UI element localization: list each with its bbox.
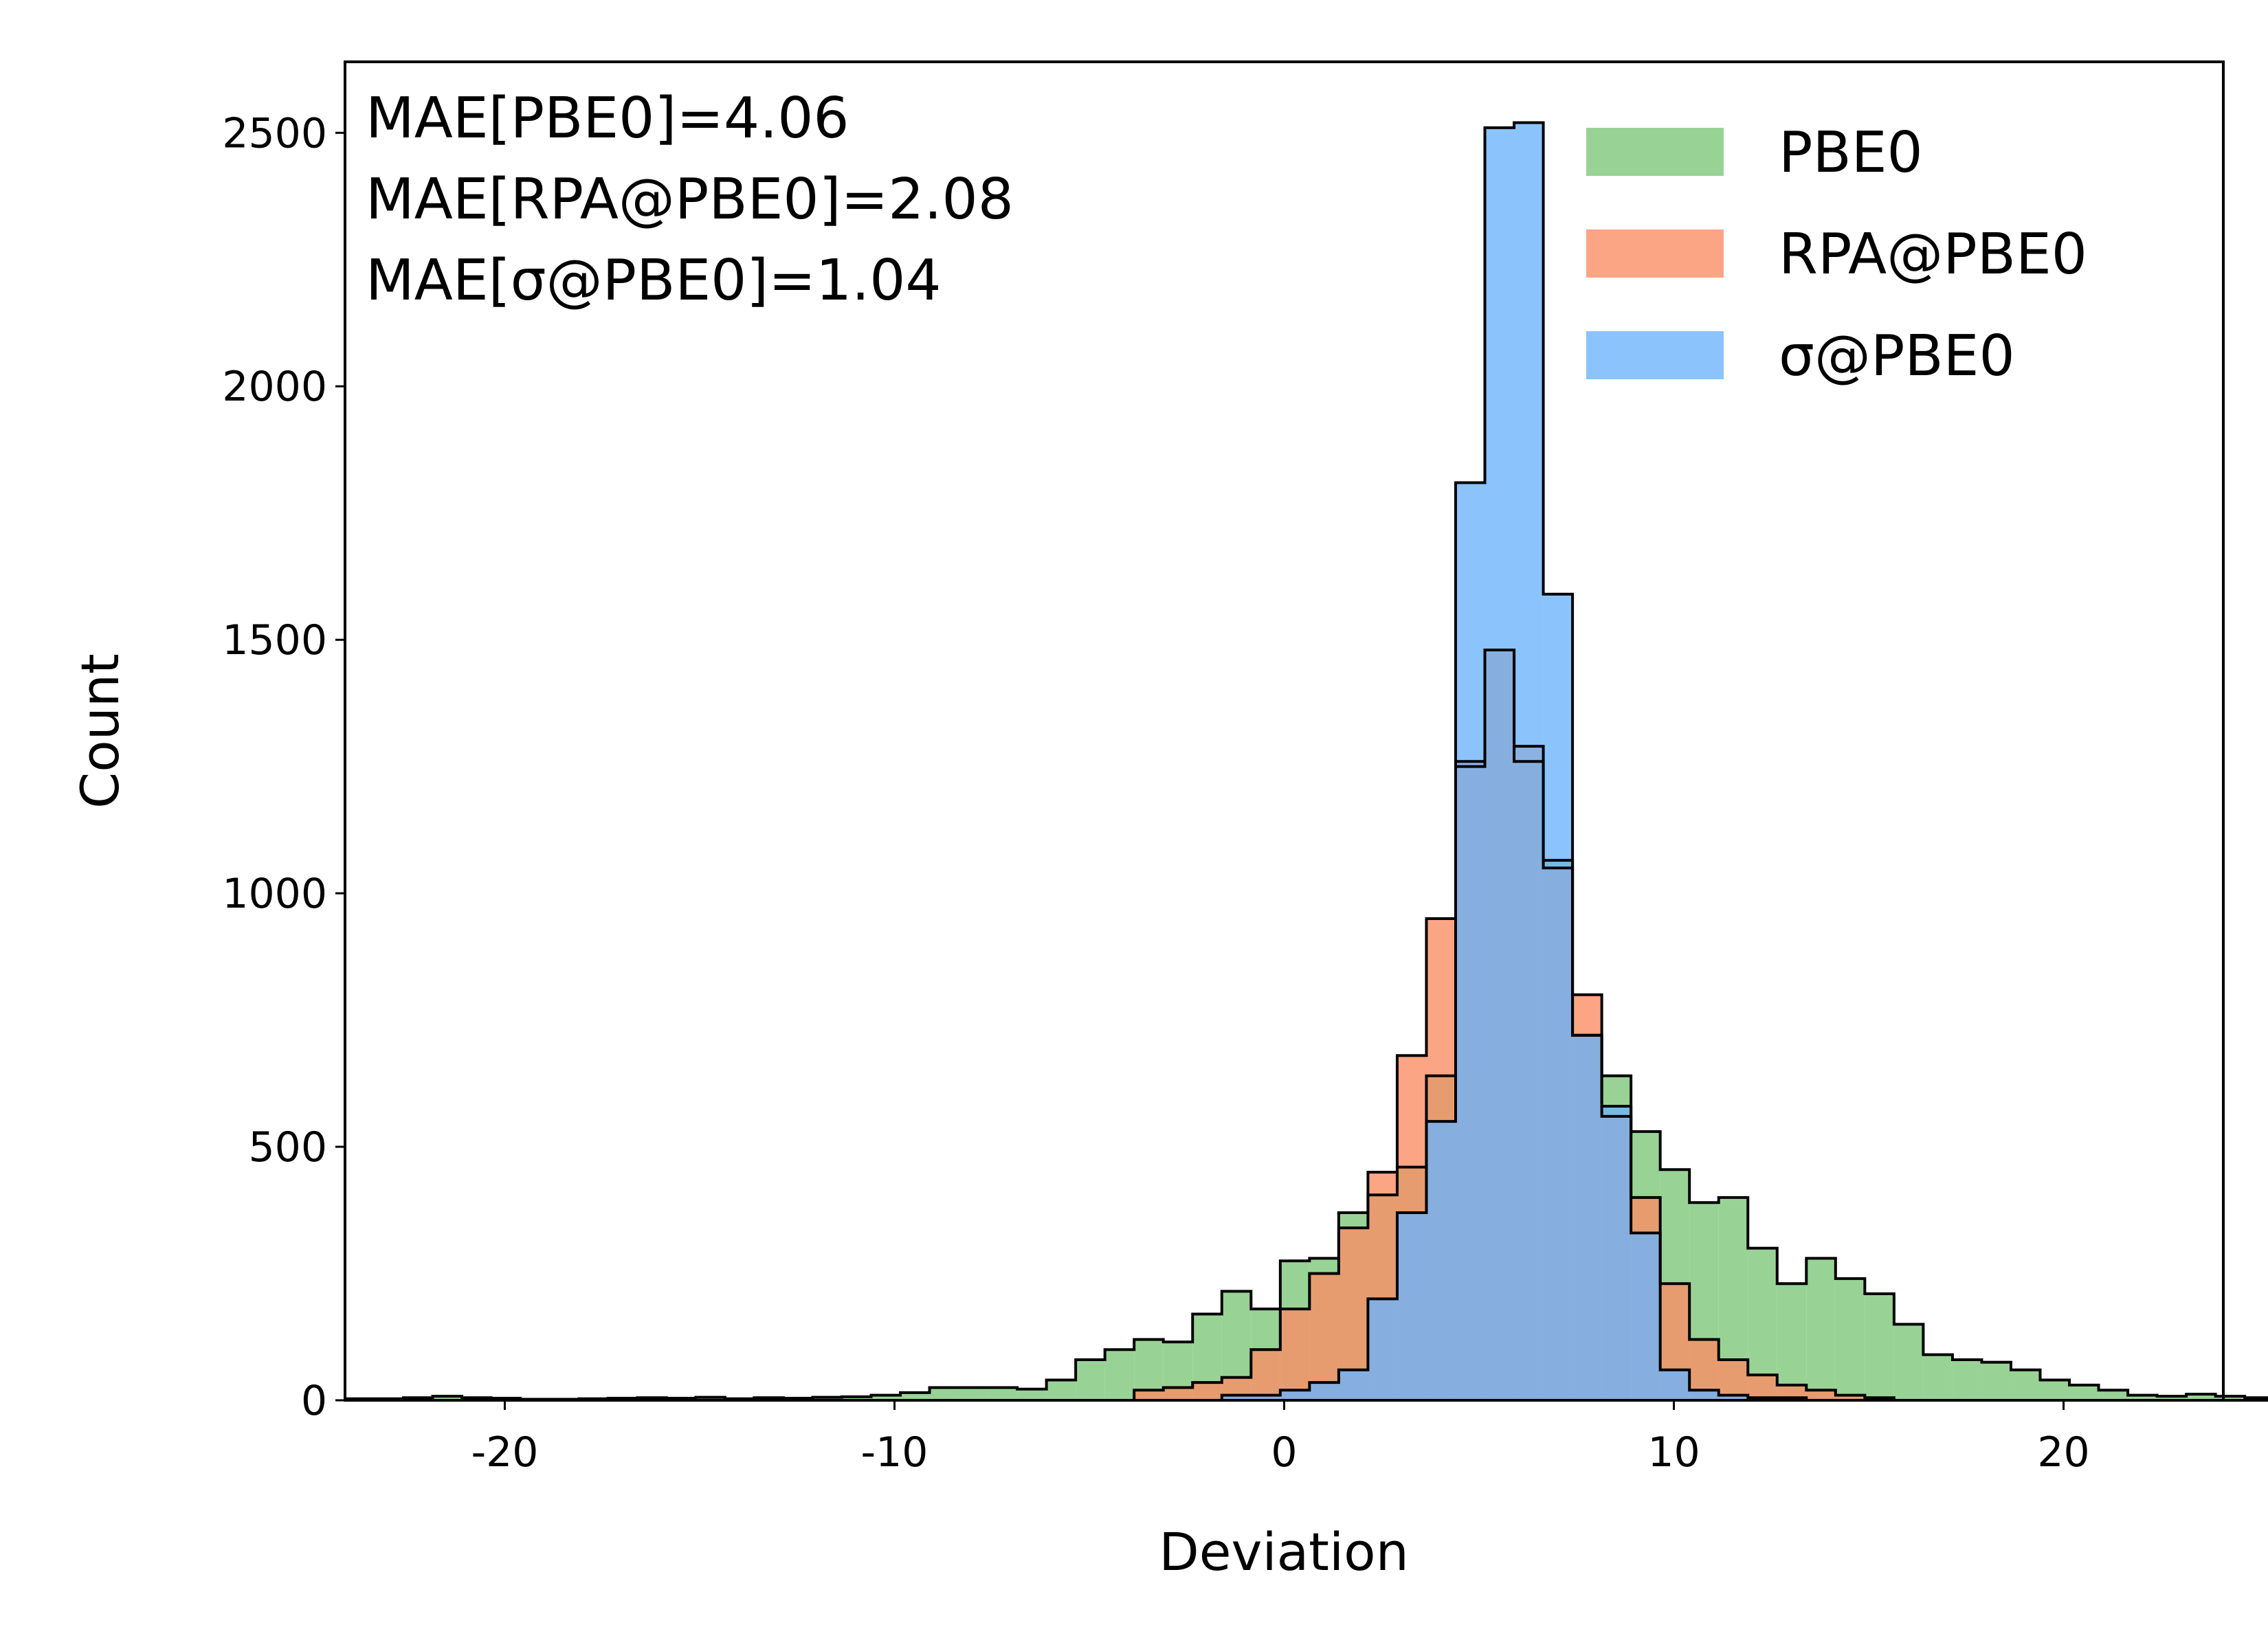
histogram-bar [1893,1324,1924,1400]
histogram-bar [1718,1359,1748,1400]
histogram-bar [1338,1369,1368,1400]
x-axis-title: Deviation [1159,1521,1409,1582]
legend-label-sigma: σ@PBE0 [1779,324,2015,389]
histogram-bar [2040,1380,2070,1400]
histogram-bar [841,1396,871,1400]
histogram-bar [1572,1035,1602,1400]
y-tick-label: 0 [301,1377,327,1425]
legend-label-rpa: RPA@PBE0 [1779,222,2087,287]
histogram-bar [1309,1382,1339,1400]
histogram-bar [2010,1369,2041,1400]
histogram-bar [2128,1395,2157,1400]
histogram-bar [1251,1349,1280,1400]
histogram-bar [1017,1389,1047,1400]
histogram-bar [1660,1369,1690,1400]
legend-swatch-pbe0 [1586,128,1724,176]
mae-sigma-annotation: MAE[σ@PBE0]=1.04 [366,248,942,313]
histogram-bar [1426,1121,1456,1400]
histogram-bar [1806,1390,1836,1400]
histogram-bar [1163,1387,1193,1400]
mae-pbe0-annotation: MAE[PBE0]=4.06 [366,86,849,151]
histogram-bar [1835,1395,1865,1400]
histogram-bar [1631,1233,1660,1400]
histogram-bar [1368,1299,1397,1400]
bars-layer [345,122,2268,1401]
histogram-bar [1835,1278,1865,1400]
y-tick-label: 500 [248,1123,327,1171]
mae-annotations: MAE[PBE0]=4.06 MAE[RPA@PBE0]=2.08 MAE[σ@… [366,86,1014,313]
mae-rpa-annotation: MAE[RPA@PBE0]=2.08 [366,167,1014,232]
y-tick-label: 2000 [222,363,327,411]
histogram-bar [1718,1395,1748,1400]
y-axis: 0 500 1000 1500 2000 2500 [222,109,345,1425]
x-tick-label: 10 [1647,1428,1700,1477]
histogram-bar [1455,482,1485,1400]
histogram-bar [432,1396,463,1400]
legend-swatch-rpa [1586,229,1724,278]
histogram-bar [1192,1382,1222,1400]
histogram-bar [1981,1362,2011,1400]
histogram-bar [2215,1396,2245,1400]
histogram-bar [1134,1390,1164,1400]
histogram-bar [1280,1390,1310,1400]
histogram-bar [929,1387,959,1400]
histogram-bar [1251,1395,1280,1400]
x-tick-label: 20 [2037,1428,2089,1477]
histogram-bar [1601,1106,1632,1400]
series-2-bars [1221,122,1807,1401]
histogram-bar [2186,1394,2216,1400]
histogram-bar [1806,1258,1836,1400]
histogram-bar [1104,1349,1135,1400]
x-tick-label: -20 [471,1428,538,1477]
histogram-bar [900,1392,930,1400]
x-tick-label: -10 [860,1428,928,1477]
histogram-bar [1777,1283,1807,1400]
histogram-bar [1280,1309,1310,1400]
y-tick-label: 1500 [222,616,327,664]
histogram-bar [1309,1273,1339,1400]
x-axis: -20 -10 0 10 20 [471,1400,2090,1477]
legend-label-pbe0: PBE0 [1779,120,1923,186]
histogram-bar [2157,1396,2187,1400]
histogram-bar [1748,1375,1777,1400]
x-tick-label: 0 [1271,1428,1297,1477]
histogram-bar [1952,1359,1982,1400]
histogram-bar [1865,1294,1894,1400]
histogram-bar [1485,127,1515,1401]
histogram-bar [871,1395,900,1400]
histogram-bar [1046,1380,1076,1400]
histogram-bar [696,1397,725,1400]
y-tick-label: 1000 [222,870,327,918]
y-tick-label: 2500 [222,109,327,157]
histogram-bar [1543,594,1573,1400]
histogram-bar [1221,1395,1252,1400]
histogram-bar [1689,1390,1719,1400]
legend: PBE0 RPA@PBE0 σ@PBE0 [1586,120,2087,389]
legend-swatch-sigma [1586,331,1724,379]
histogram-bar [959,1387,988,1400]
y-axis-title: Count [69,653,131,809]
histogram-bar [2098,1390,2128,1400]
histogram-bar [1923,1354,1953,1400]
histogram-bar [2069,1384,2099,1400]
histogram-bar [1076,1359,1105,1400]
histogram-bar [1397,1212,1427,1400]
histogram-bar [988,1387,1018,1400]
histogram-bar [812,1397,842,1400]
